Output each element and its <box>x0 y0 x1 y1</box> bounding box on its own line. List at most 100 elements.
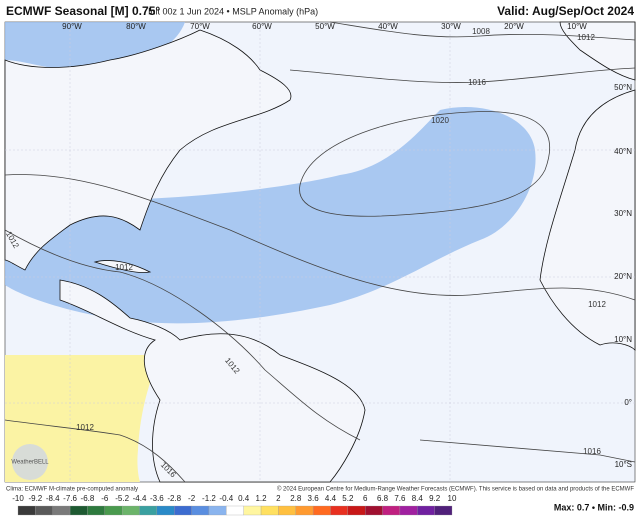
colorbar: -10 -9.2 -8.4 -7.6 -6.8 -6 -5.2 -4.4 -3.6 -2.8 -2-… <box>12 494 457 516</box>
colorbar-segment <box>52 505 71 516</box>
colorbar-segment <box>17 505 36 516</box>
lon-label: 90°W <box>62 22 82 31</box>
colorbar-segment <box>35 505 53 516</box>
lat-label: 10°N <box>614 335 632 344</box>
colorbar-segment <box>417 505 435 516</box>
colorbar-label: -2 <box>188 494 196 503</box>
lat-labels: 50°N 40°N 30°N 20°N 10°N 0° 10°S <box>614 83 632 469</box>
contour-label: 1016 <box>468 78 486 87</box>
colorbar-segment <box>174 505 192 516</box>
lat-label: 20°N <box>614 272 632 281</box>
lon-label: 10°W <box>567 22 587 31</box>
lon-labels: 90°W 80°W 70°W 60°W 50°W 40°W 30°W 20°W … <box>62 22 587 31</box>
contour-label: 1012 <box>76 423 94 432</box>
lat-label: 10°S <box>615 460 632 469</box>
lat-label: 30°N <box>614 209 632 218</box>
isobar <box>4 419 186 483</box>
colorbar-segment <box>208 505 227 516</box>
south-america <box>59 279 366 483</box>
clima-note: Clima: ECMWF M-climate pre-computed anom… <box>6 487 138 493</box>
lon-label: 30°W <box>441 22 461 31</box>
colorbar-label: -2.8 <box>167 494 181 503</box>
colorbar-segment <box>122 505 140 516</box>
colorbar-label: 10 <box>448 494 457 503</box>
stats: Max: 0.7 • Min: -0.9 <box>554 502 634 512</box>
cuba <box>93 260 152 273</box>
isobar <box>299 111 550 217</box>
colorbar-label: 2 <box>276 494 281 503</box>
colorbar-segment <box>434 505 453 516</box>
isobar <box>4 174 636 301</box>
contour-label: 1012 <box>588 300 606 309</box>
colorbar-label: 6 <box>363 494 368 503</box>
colorbar-segment <box>69 505 88 516</box>
copyright: © 2024 European Centre for Medium-Range … <box>277 486 634 493</box>
colorbar-label: 3.6 <box>308 494 320 503</box>
title: ECMWF Seasonal [M] 0.75° <box>6 4 160 18</box>
colorbar-segment <box>87 505 105 516</box>
colorbar-segment <box>330 505 348 516</box>
colorbar-segment <box>104 505 123 516</box>
colorbar-segment <box>365 505 383 516</box>
anomaly-area <box>5 355 160 482</box>
subtitle: Init 00z 1 Jun 2024 • MSLP Anomaly (hPa) <box>148 6 318 16</box>
isobar <box>289 67 636 83</box>
isobar <box>4 229 361 441</box>
colorbar-segment <box>260 505 279 516</box>
logo <box>12 444 48 480</box>
lat-label: 0° <box>624 398 632 407</box>
colorbar-label: -6.8 <box>81 494 95 503</box>
isobar <box>329 21 636 41</box>
contour-label: 1008 <box>472 27 490 36</box>
colorbar-label: -7.6 <box>63 494 77 503</box>
colorbar-segment <box>399 505 418 516</box>
colorbar-label: 5.2 <box>342 494 354 503</box>
africa <box>539 89 636 351</box>
colorbar-segment <box>347 505 366 516</box>
north-america <box>4 29 292 271</box>
colorbar-segment <box>382 505 401 516</box>
colorbar-label: -4.4 <box>133 494 147 503</box>
colorbar-label: 1.2 <box>255 494 267 503</box>
colorbar-label: -5.2 <box>115 494 129 503</box>
colorbar-label: -9.2 <box>28 494 42 503</box>
colorbar-label: -3.6 <box>150 494 164 503</box>
colorbar-segment <box>312 505 331 516</box>
graticule <box>5 22 635 482</box>
contour-label: 1016 <box>583 447 601 456</box>
colorbar-segment <box>226 505 244 516</box>
colorbar-label: 0.4 <box>238 494 250 503</box>
map: WeatherBELL <box>4 21 636 483</box>
colorbar-segment <box>156 505 175 516</box>
valid-time: Valid: Aug/Sep/Oct 2024 <box>497 4 634 18</box>
colorbar-label: -10 <box>12 494 24 503</box>
lat-label: 50°N <box>614 83 632 92</box>
colorbar-label: -6 <box>101 494 109 503</box>
colorbar-label: 8.4 <box>412 494 424 503</box>
colorbar-label: 2.8 <box>290 494 302 503</box>
colorbar-segment <box>139 505 158 516</box>
colorbar-label: 4.4 <box>325 494 337 503</box>
lat-label: 40°N <box>614 147 632 156</box>
isobar <box>419 439 636 463</box>
lon-label: 70°W <box>190 22 210 31</box>
colorbar-segment <box>243 505 262 516</box>
colorbar-segment <box>278 505 296 516</box>
colorbar-label: -0.4 <box>219 494 233 503</box>
colorbar-label: 6.8 <box>377 494 389 503</box>
lon-label: 20°W <box>504 22 524 31</box>
colorbar-label: 9.2 <box>429 494 441 503</box>
colorbar-segment <box>191 505 210 516</box>
contour-label: 1020 <box>431 116 449 125</box>
lon-label: 60°W <box>252 22 272 31</box>
lon-label: 40°W <box>378 22 398 31</box>
colorbar-label: -8.4 <box>46 494 60 503</box>
contour-label: 1012 <box>115 263 133 272</box>
colorbar-label: -1.2 <box>202 494 216 503</box>
lon-label: 50°W <box>315 22 335 31</box>
logo-text: WeatherBELL <box>11 460 49 466</box>
colorbar-segment <box>295 505 314 516</box>
contour-label: 1012 <box>577 33 595 42</box>
lon-label: 80°W <box>126 22 146 31</box>
